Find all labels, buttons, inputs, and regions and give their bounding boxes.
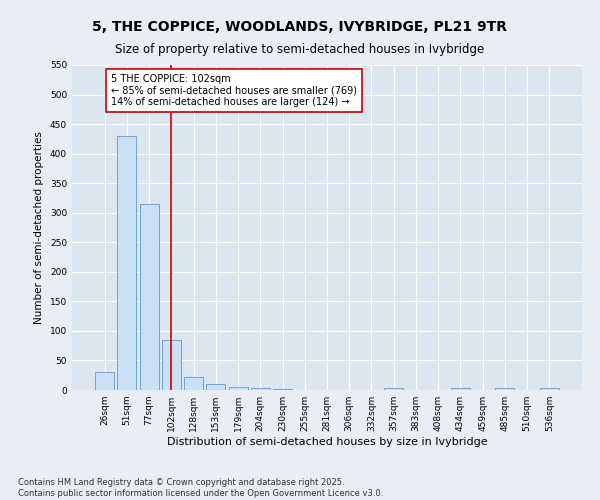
Bar	[118, 136, 136, 390]
Bar	[95, 372, 114, 390]
X-axis label: Distribution of semi-detached houses by size in Ivybridge: Distribution of semi-detached houses by …	[167, 437, 487, 447]
Bar	[184, 377, 203, 390]
Bar	[162, 340, 181, 390]
Text: Size of property relative to semi-detached houses in Ivybridge: Size of property relative to semi-detach…	[115, 42, 485, 56]
Bar	[206, 384, 225, 390]
Text: 5 THE COPPICE: 102sqm
← 85% of semi-detached houses are smaller (769)
14% of sem: 5 THE COPPICE: 102sqm ← 85% of semi-deta…	[112, 74, 358, 107]
Bar	[451, 388, 470, 390]
Bar	[229, 387, 248, 390]
Bar	[384, 388, 403, 390]
Bar	[540, 388, 559, 390]
Text: Contains HM Land Registry data © Crown copyright and database right 2025.
Contai: Contains HM Land Registry data © Crown c…	[18, 478, 383, 498]
Bar	[140, 204, 158, 390]
Bar	[496, 388, 514, 390]
Text: 5, THE COPPICE, WOODLANDS, IVYBRIDGE, PL21 9TR: 5, THE COPPICE, WOODLANDS, IVYBRIDGE, PL…	[92, 20, 508, 34]
Bar	[251, 388, 270, 390]
Y-axis label: Number of semi-detached properties: Number of semi-detached properties	[34, 131, 44, 324]
